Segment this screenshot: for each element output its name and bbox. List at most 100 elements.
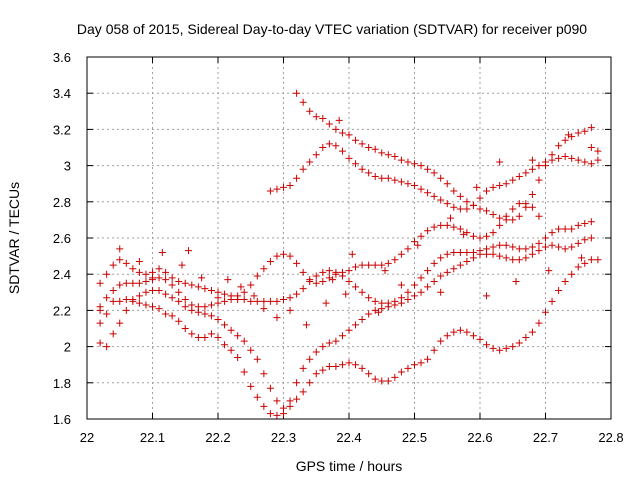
data-point bbox=[515, 212, 523, 220]
x-tick-label: 22.7 bbox=[533, 430, 558, 445]
data-point bbox=[456, 326, 464, 334]
data-point bbox=[109, 297, 117, 305]
data-point bbox=[496, 182, 504, 190]
data-point bbox=[273, 297, 281, 305]
series-track-3 bbox=[96, 218, 595, 311]
data-point bbox=[424, 165, 432, 173]
data-point bbox=[430, 192, 438, 200]
data-point bbox=[365, 370, 373, 378]
series-track-7 bbox=[96, 116, 595, 329]
data-point bbox=[581, 236, 589, 244]
y-tick-label: 2.2 bbox=[53, 303, 71, 318]
y-tick-label: 3 bbox=[64, 159, 71, 174]
data-point bbox=[338, 268, 346, 276]
data-point bbox=[378, 149, 386, 157]
data-point bbox=[430, 259, 438, 267]
data-point bbox=[371, 306, 379, 314]
data-point bbox=[221, 297, 229, 305]
data-point bbox=[515, 245, 523, 253]
data-point bbox=[411, 292, 418, 300]
data-point bbox=[338, 361, 346, 369]
data-point bbox=[293, 290, 301, 298]
data-point bbox=[587, 256, 595, 264]
data-point bbox=[587, 218, 595, 226]
data-point bbox=[548, 241, 556, 249]
data-point bbox=[312, 113, 320, 121]
data-point bbox=[542, 234, 549, 242]
data-point bbox=[207, 312, 215, 320]
data-point bbox=[411, 182, 418, 190]
data-point bbox=[502, 241, 510, 249]
data-point bbox=[325, 363, 333, 371]
data-point bbox=[522, 254, 530, 262]
data-point bbox=[221, 321, 229, 329]
data-point bbox=[293, 379, 301, 387]
data-point bbox=[329, 276, 337, 284]
data-point bbox=[227, 346, 235, 354]
data-point bbox=[240, 337, 248, 345]
data-point bbox=[561, 277, 569, 285]
data-point bbox=[456, 261, 464, 269]
data-point bbox=[443, 250, 451, 258]
data-point bbox=[345, 326, 353, 334]
data-point bbox=[253, 393, 261, 401]
data-point bbox=[522, 334, 530, 342]
data-point bbox=[378, 174, 386, 182]
data-point bbox=[181, 296, 189, 304]
y-tick-label: 2.4 bbox=[53, 267, 71, 282]
data-point bbox=[397, 250, 405, 258]
data-point bbox=[286, 397, 294, 405]
data-point bbox=[319, 268, 327, 276]
data-point bbox=[391, 153, 399, 161]
data-point bbox=[502, 254, 510, 262]
data-point bbox=[266, 258, 274, 266]
data-point bbox=[414, 241, 422, 249]
data-point bbox=[496, 158, 504, 166]
data-point bbox=[335, 116, 343, 124]
data-point bbox=[555, 225, 563, 233]
series-track-1 bbox=[96, 256, 602, 419]
data-point bbox=[103, 343, 111, 351]
data-point bbox=[581, 158, 589, 166]
data-point bbox=[365, 294, 373, 302]
data-point bbox=[404, 296, 412, 304]
data-point bbox=[437, 337, 445, 345]
data-point bbox=[135, 292, 143, 300]
data-point bbox=[142, 270, 150, 278]
data-point bbox=[214, 315, 222, 323]
x-tick-label: 22.8 bbox=[598, 430, 623, 445]
x-tick-label: 22.2 bbox=[205, 430, 230, 445]
data-point bbox=[188, 301, 196, 309]
data-point bbox=[391, 373, 399, 381]
data-point bbox=[116, 297, 124, 305]
data-point bbox=[280, 296, 287, 304]
data-point bbox=[515, 256, 523, 264]
data-point bbox=[322, 299, 330, 307]
data-point bbox=[168, 274, 176, 282]
data-point bbox=[109, 286, 117, 294]
data-point bbox=[555, 142, 563, 150]
data-point bbox=[273, 397, 281, 405]
data-point bbox=[528, 243, 536, 251]
data-point bbox=[325, 120, 333, 128]
data-point bbox=[293, 395, 301, 403]
data-point bbox=[568, 243, 576, 251]
data-point bbox=[158, 248, 166, 256]
data-point bbox=[135, 279, 143, 287]
data-point bbox=[221, 341, 229, 349]
data-point bbox=[450, 203, 458, 211]
data-point bbox=[483, 232, 491, 240]
data-point bbox=[201, 310, 209, 318]
data-point bbox=[456, 192, 464, 200]
plot-frame bbox=[86, 56, 612, 420]
data-point bbox=[460, 230, 468, 238]
data-point bbox=[286, 306, 294, 314]
data-point bbox=[201, 334, 209, 342]
data-point bbox=[535, 239, 543, 247]
data-point bbox=[352, 283, 360, 291]
data-point bbox=[509, 343, 517, 351]
data-point bbox=[365, 261, 373, 269]
data-point bbox=[162, 310, 170, 318]
data-point bbox=[286, 182, 294, 190]
data-point bbox=[555, 286, 563, 294]
